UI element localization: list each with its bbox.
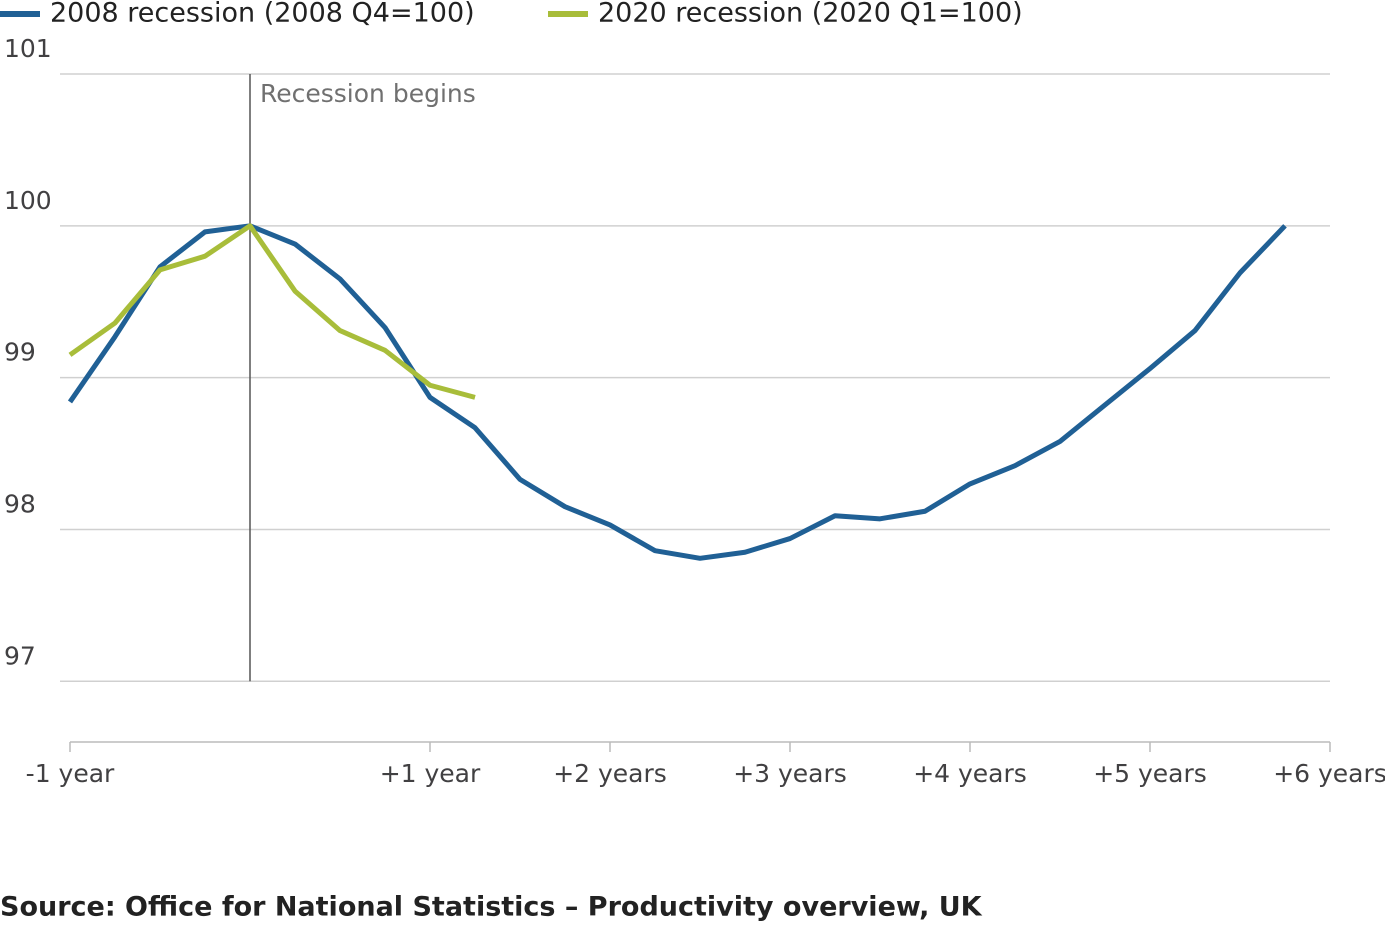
source: Source: Office for National Statistics –… [0, 892, 983, 923]
x-tick-label: +3 years [733, 759, 847, 788]
y-tick-label: 100 [4, 186, 52, 215]
series-line [68, 223, 476, 400]
series-line [67, 223, 1287, 561]
y-tick-label: 99 [4, 338, 36, 367]
annotation: Recession begins [260, 79, 476, 108]
y-tick-label: 98 [4, 489, 36, 518]
x-tick-label: +6 years [1273, 759, 1385, 788]
y-tick-label: 97 [4, 641, 36, 670]
x-tick-label: +5 years [1093, 759, 1207, 788]
x-tick-label: +1 year [380, 759, 481, 788]
x-tick-label: -1 year [26, 759, 115, 788]
legend-label: 2020 recession (2020 Q1=100) [598, 0, 1023, 29]
x-tick-label: +2 years [553, 759, 667, 788]
y-tick-label: 101 [4, 34, 52, 63]
legend-label: 2008 recession (2008 Q4=100) [50, 0, 475, 29]
x-tick-label: +4 years [913, 759, 1027, 788]
